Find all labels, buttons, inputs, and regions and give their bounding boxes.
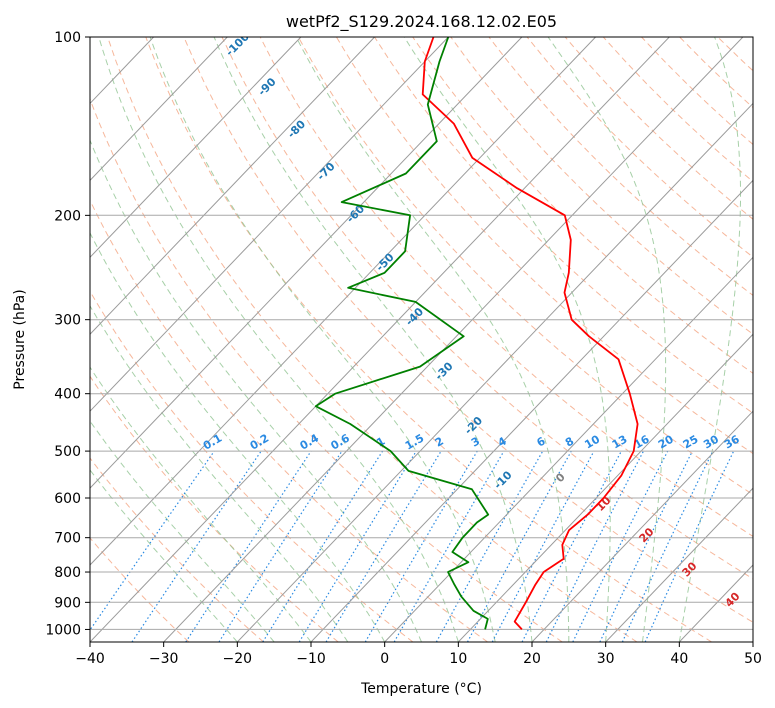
- mixing-ratio-line: [131, 450, 262, 642]
- moist-adiabat-line: [90, 138, 422, 642]
- moist-adiabat-line: [90, 469, 238, 642]
- dry-adiabat-line: [259, 37, 753, 537]
- mixing-ratio-line: [435, 450, 544, 642]
- moist-adiabat-line: [295, 37, 570, 642]
- isotherm-line: [163, 37, 744, 642]
- dry-adiabat-line: [374, 37, 753, 414]
- dry-adiabat-line: [297, 37, 753, 496]
- x-tick-label: −20: [223, 651, 253, 667]
- isotherm-line: [90, 37, 302, 259]
- moist-adiabat-line: [90, 420, 275, 642]
- isotherm-line: [90, 37, 596, 566]
- x-tick-label: 30: [597, 651, 615, 667]
- isotherm-line: [605, 487, 753, 642]
- isotherm-line: [236, 102, 753, 642]
- y-tick-label: 500: [54, 444, 81, 460]
- moist-adiabat-line: [547, 37, 667, 642]
- mixing-ratio-line: [90, 450, 215, 632]
- y-tick-label: 1000: [45, 622, 81, 638]
- plot-frame: [89, 36, 754, 643]
- mixing-ratio-line: [466, 450, 572, 642]
- isotherm-line: [457, 333, 753, 642]
- y-tick-label: 400: [54, 387, 81, 403]
- x-tick-label: 40: [670, 651, 688, 667]
- y-tick-label: 700: [54, 531, 81, 547]
- dry-adiabat-line: [488, 37, 753, 296]
- chart-title: wetPf2_S129.2024.168.12.02.E05: [286, 12, 557, 32]
- dry-adiabat-line: [183, 37, 753, 623]
- mixing-ratio-line: [298, 450, 417, 642]
- isotherm-line: [90, 37, 375, 335]
- dry-adiabat-line: [335, 37, 753, 455]
- isotherm-line: [384, 256, 753, 642]
- x-tick-label: 50: [744, 651, 762, 667]
- x-tick-label: −10: [296, 651, 326, 667]
- moist-adiabat-line: [678, 37, 741, 642]
- x-tick-label: 20: [523, 651, 541, 667]
- dry-adiabat-line: [450, 37, 753, 335]
- y-tick-label: 300: [54, 313, 81, 329]
- temperature-profile-line: [421, 37, 639, 631]
- y-axis-label: Pressure (hPa): [12, 289, 28, 389]
- x-tick-label: 0: [380, 651, 389, 667]
- y-tick-label: 900: [54, 595, 81, 611]
- axes: −40 −30 −20 −10 0 10 20 30 40 50 1000 900 800 700 600 5…: [45, 30, 762, 667]
- dry-adiabat-line: [107, 37, 638, 642]
- isotherm-line: [90, 37, 670, 642]
- dewpoint-profile-line: [314, 37, 490, 630]
- moist-adiabat-line: [98, 37, 459, 642]
- moist-adiabat-line: [403, 37, 611, 642]
- mixing-ratio-line: [325, 450, 442, 642]
- y-tick-label: 200: [54, 208, 81, 224]
- x-axis-label: Temperature (°C): [360, 681, 482, 697]
- isotherm-line: [531, 410, 753, 642]
- dry-adiabat-line: [412, 37, 753, 374]
- y-tick-label: 600: [54, 491, 81, 507]
- mixing-ratio-line: [218, 450, 343, 642]
- isotherm-line: [90, 37, 228, 182]
- y-tick-label: 100: [54, 30, 81, 46]
- plot-area: 0.1 0.2 0.4 0.6 1 1.5 2 3 4 6 8 10 13 16 20 25 30 36-100-…: [90, 37, 753, 642]
- dry-adiabat-line: [90, 97, 563, 642]
- dry-adiabat-line: [90, 457, 264, 642]
- mixing-ratio-line: [572, 450, 669, 642]
- moist-adiabat-line: [90, 304, 349, 642]
- moist-adiabat-line: [90, 231, 386, 642]
- y-tick-label: 800: [54, 565, 81, 581]
- isotherm-line: [310, 179, 753, 642]
- x-tick-label: −40: [75, 651, 105, 667]
- isotherm-line: [90, 37, 523, 489]
- x-tick-label: −30: [149, 651, 179, 667]
- dry-adiabat-line: [221, 37, 753, 580]
- mixing-ratio-line: [545, 450, 645, 642]
- dry-adiabat-line: [90, 199, 488, 642]
- isotherm-line: [90, 37, 449, 412]
- x-tick-label: 10: [449, 651, 467, 667]
- moist-adiabat-line: [149, 37, 496, 642]
- dry-adiabat-line: [145, 37, 712, 642]
- mixing-ratio-line: [185, 450, 312, 642]
